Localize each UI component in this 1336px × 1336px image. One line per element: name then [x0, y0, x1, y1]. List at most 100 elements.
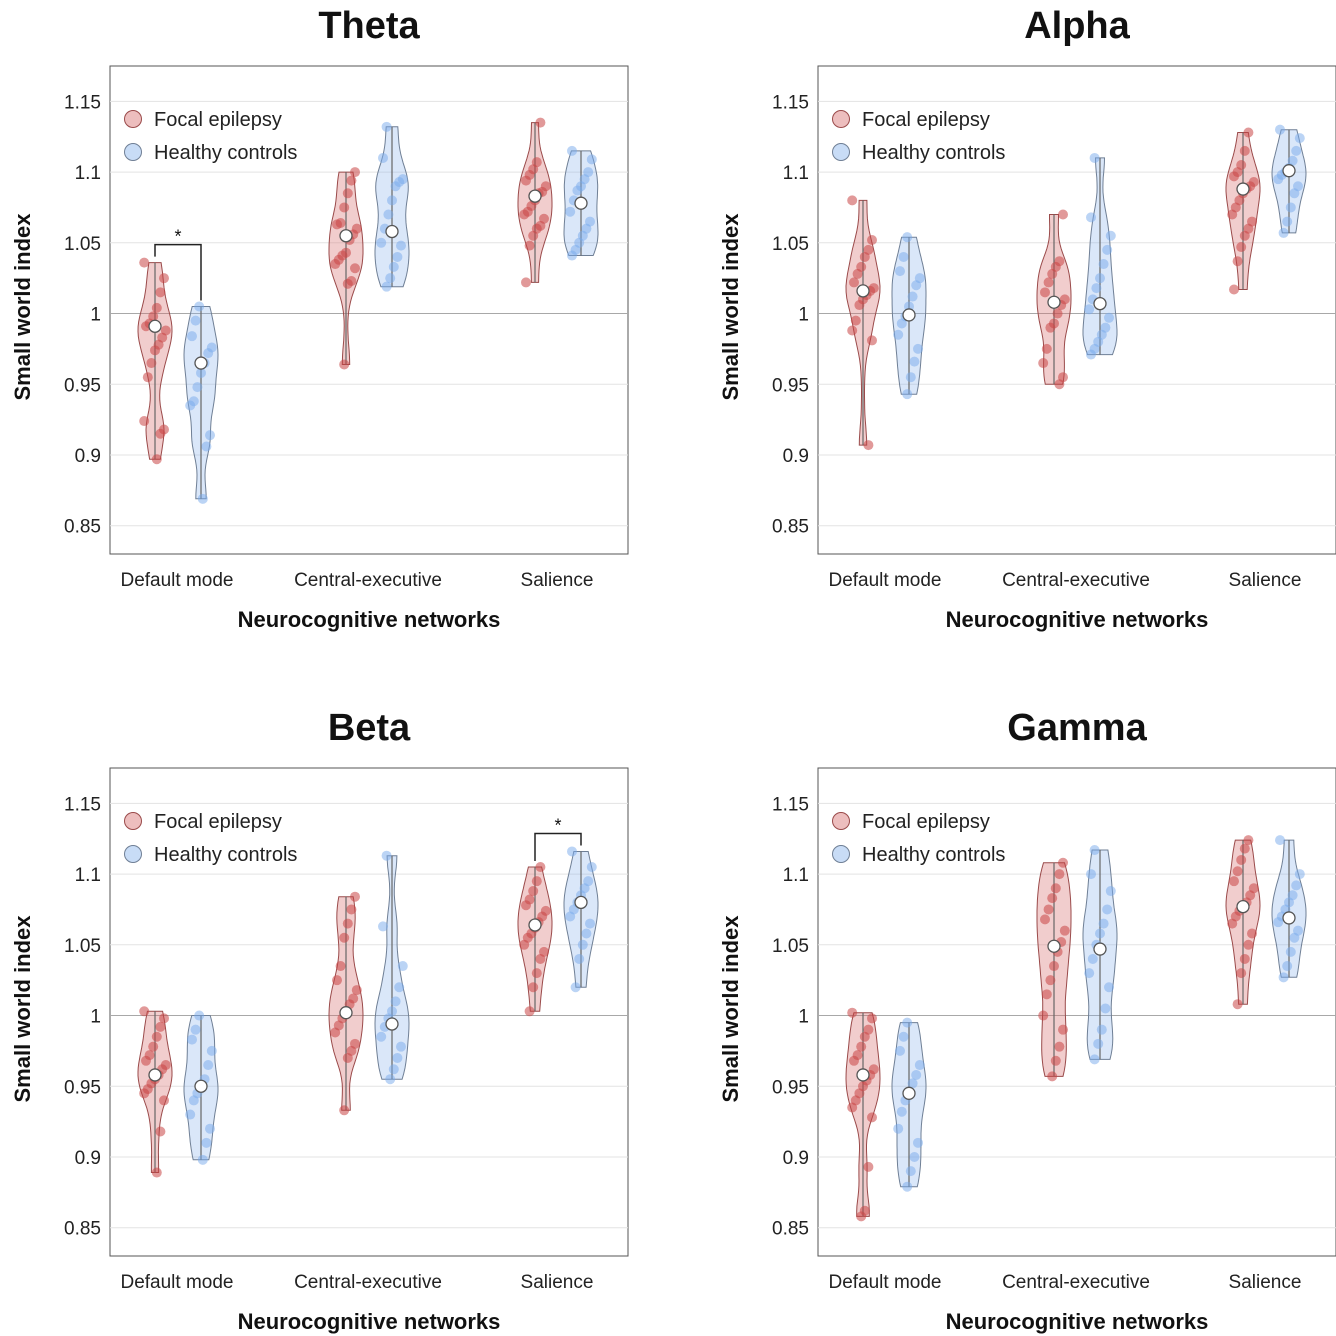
data-point: [1058, 209, 1068, 220]
data-point: [847, 325, 858, 336]
data-point: [151, 454, 162, 465]
x-tick-label: Salience: [1229, 1272, 1302, 1293]
data-point: [155, 287, 166, 298]
data-point: [863, 440, 874, 451]
data-point: [849, 277, 859, 288]
data-point: [139, 1088, 150, 1099]
y-tick-label: 1: [90, 305, 101, 326]
median-marker: [902, 1086, 916, 1100]
data-point: [1059, 925, 1070, 936]
x-tick-label: Default mode: [828, 570, 941, 591]
y-axis-title: Small world index: [718, 213, 743, 401]
y-tick-label: 1.15: [772, 92, 809, 113]
legend-label: Healthy controls: [862, 142, 1005, 164]
y-tick-label: 1.15: [64, 794, 101, 815]
y-tick-label: 0.9: [75, 1148, 101, 1169]
data-point: [332, 219, 342, 230]
y-tick-label: 1.1: [75, 163, 101, 184]
data-point: [1054, 379, 1065, 390]
data-point: [342, 278, 353, 289]
data-point: [1105, 886, 1116, 897]
legend-marker: [124, 845, 142, 863]
data-point: [150, 345, 160, 356]
data-point: [1086, 869, 1096, 880]
data-point: [1278, 227, 1289, 238]
data-point: [1236, 968, 1247, 979]
x-axis-title: Neurocognitive networks: [946, 607, 1209, 632]
data-point: [913, 1137, 923, 1148]
data-point: [854, 300, 865, 311]
data-point: [187, 1034, 197, 1045]
legend-marker: [832, 110, 850, 128]
median-marker: [194, 1079, 208, 1093]
plot-area: [109, 65, 629, 555]
y-tick-label: 0.95: [772, 375, 809, 396]
data-point: [381, 121, 392, 132]
data-point: [1232, 256, 1243, 267]
data-point: [535, 117, 546, 128]
data-point: [1236, 854, 1247, 865]
data-point: [524, 1006, 535, 1017]
data-point: [385, 273, 396, 284]
data-point: [521, 277, 531, 288]
data-point: [205, 1123, 215, 1134]
data-point: [339, 932, 350, 943]
data-point: [396, 240, 406, 251]
x-tick-label: Central-executive: [1002, 570, 1150, 591]
legend-marker: [124, 110, 142, 128]
data-point: [1229, 876, 1239, 887]
data-point: [1058, 1024, 1068, 1035]
data-point: [1093, 1038, 1104, 1049]
legend-label: Focal epilepsy: [862, 811, 990, 833]
y-tick-label: 0.85: [64, 1219, 101, 1240]
data-point: [528, 230, 539, 241]
median-marker: [856, 284, 870, 298]
data-point: [1038, 358, 1049, 369]
median-marker: [528, 189, 542, 203]
data-point: [335, 961, 346, 972]
median-marker: [194, 356, 208, 370]
data-point: [351, 985, 362, 996]
data-point: [139, 1006, 150, 1017]
data-point: [1291, 880, 1302, 891]
panel-theta: Theta 1.15 1.1 1.05 1 0.95 0.9 0.85 Neurocogniti…: [10, 5, 629, 632]
data-point: [1100, 1003, 1111, 1014]
data-point: [190, 1024, 201, 1035]
median-marker: [385, 1017, 399, 1031]
median-marker: [1047, 295, 1061, 309]
legend-label: Focal epilepsy: [154, 811, 282, 833]
legend-marker: [124, 143, 142, 161]
data-point: [159, 1095, 169, 1106]
panel-title: Theta: [318, 5, 420, 47]
data-point: [385, 1074, 396, 1085]
data-point: [565, 911, 576, 922]
data-point: [201, 1137, 212, 1148]
data-point: [330, 1027, 341, 1038]
data-point: [1227, 918, 1238, 929]
data-point: [1089, 152, 1100, 163]
data-point: [1243, 835, 1254, 846]
data-point: [586, 154, 597, 165]
data-point: [859, 1031, 870, 1042]
data-point: [185, 400, 196, 411]
data-point: [151, 1031, 162, 1042]
data-point: [330, 259, 341, 270]
data-point: [159, 273, 169, 284]
data-point: [1239, 843, 1250, 854]
data-point: [521, 900, 531, 911]
data-point: [570, 982, 581, 993]
data-point: [139, 416, 150, 427]
data-point: [1086, 349, 1096, 360]
legend-label: Healthy controls: [154, 844, 297, 866]
y-tick-label: 1.1: [75, 865, 101, 886]
data-point: [155, 1021, 166, 1032]
data-point: [1102, 904, 1113, 915]
data-point: [895, 1045, 905, 1056]
data-point: [155, 428, 166, 439]
data-point: [867, 234, 877, 245]
data-point: [1282, 216, 1293, 227]
data-point: [519, 939, 530, 950]
median-marker: [902, 308, 916, 322]
data-point: [856, 1211, 867, 1222]
data-point: [1239, 953, 1250, 964]
